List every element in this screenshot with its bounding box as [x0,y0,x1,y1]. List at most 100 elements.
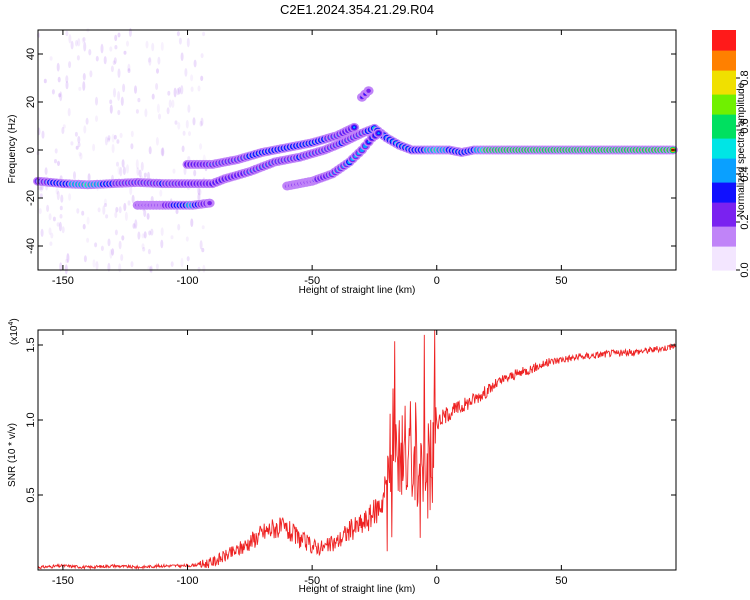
noise-speck [49,56,53,61]
noise-speck [130,261,134,268]
ridge-cell [367,89,370,92]
noise-speck [86,237,90,243]
noise-speck [168,99,172,108]
colorbar-swatch [712,130,736,135]
noise-speck [122,166,126,175]
colorbar-tick-label: 0.8 [739,70,750,85]
noise-speck [134,219,138,229]
colorbar-swatch [712,174,736,179]
noise-speck [174,120,178,125]
noise-speck [143,231,147,239]
colorbar-swatch [712,166,736,171]
noise-speck [129,186,133,195]
colorbar-swatch [712,150,736,155]
colorbar-swatch [712,242,736,247]
noise-speck [190,74,194,82]
noise-speck [65,81,69,90]
noise-speck [134,85,137,94]
x-tick-label: -50 [304,575,320,587]
noise-speck [107,137,111,143]
colorbar-swatch [712,222,736,227]
noise-speck [82,37,86,42]
noise-speck [175,209,179,215]
noise-speck [199,120,203,127]
noise-speck [82,223,86,230]
noise-speck [78,86,82,91]
noise-speck [76,55,80,61]
y-tick-label: -20 [25,190,37,206]
colorbar-swatch [712,142,736,147]
colorbar-swatch [712,186,736,191]
noise-speck [58,93,62,98]
colorbar-swatch [712,134,736,139]
colorbar-tick-label: 0.2 [739,214,750,229]
noise-speck [39,184,43,192]
noise-speck [193,169,197,177]
noise-speck [46,204,50,212]
noise-speck [177,122,181,130]
colorbar-swatch [712,82,736,87]
ridge-cell [353,126,356,129]
noise-speck [77,136,81,144]
noise-speck [119,166,123,177]
noise-speck [107,238,111,247]
noise-speck [126,40,129,47]
colorbar-swatch [712,118,736,123]
noise-speck [104,136,108,146]
noise-speck [56,62,60,72]
noise-speck [147,265,151,271]
noise-speck [141,233,145,239]
noise-speck [43,78,47,84]
noise-speck [122,83,126,93]
noise-speck [200,75,204,82]
noise-speck [201,247,205,253]
x-tick-label: -100 [177,275,199,287]
noise-speck [94,242,98,248]
noise-speck [115,206,119,213]
noise-speck [198,188,202,196]
noise-speck [176,88,180,96]
noise-speck [128,27,132,37]
colorbar-swatch [712,258,736,263]
colorbar-swatch [712,254,736,259]
noise-speck [197,85,201,92]
noise-speck [199,240,203,250]
noise-speck [75,40,78,47]
ridge-low [132,198,215,210]
noise-speck [102,205,106,215]
colorbar-swatch [712,50,736,55]
colorbar-swatch [712,202,736,207]
figure-title: C2E1.2024.354.21.29.R04 [280,2,434,17]
noise-speck [76,208,80,214]
colorbar-swatch [712,106,736,111]
noise-speck [127,63,131,72]
snr-scale-base: (x10 [9,325,20,345]
colorbar-swatch [712,178,736,183]
noise-speck [117,166,121,175]
noise-speck [160,148,164,156]
noise-speck [142,247,146,252]
noise-speck [161,147,165,157]
noise-speck [167,90,171,96]
noise-speck [88,49,92,56]
snr-line-plot: -150 -100 -50 0 50 0.5 1.0 1.5 [25,329,677,587]
colorbar-swatch [712,42,736,47]
noise-speck [126,164,129,174]
noise-speck [157,56,161,65]
noise-speck [107,135,111,141]
colorbar-swatch [712,34,736,39]
colorbar-swatch [712,122,736,127]
colorbar-swatch [712,102,736,107]
noise-speck [193,59,197,68]
noise-speck [112,60,116,65]
noise-speck [178,86,181,95]
noise-speck [136,167,140,176]
noise-speck [182,130,186,136]
snr-scale-label: (x104) [8,318,20,345]
noise-speck [188,131,191,137]
noise-speck [65,30,69,37]
noise-speck [62,124,66,129]
noise-speck [117,32,121,38]
noise-speck [103,198,107,206]
noise-speck [200,53,204,59]
